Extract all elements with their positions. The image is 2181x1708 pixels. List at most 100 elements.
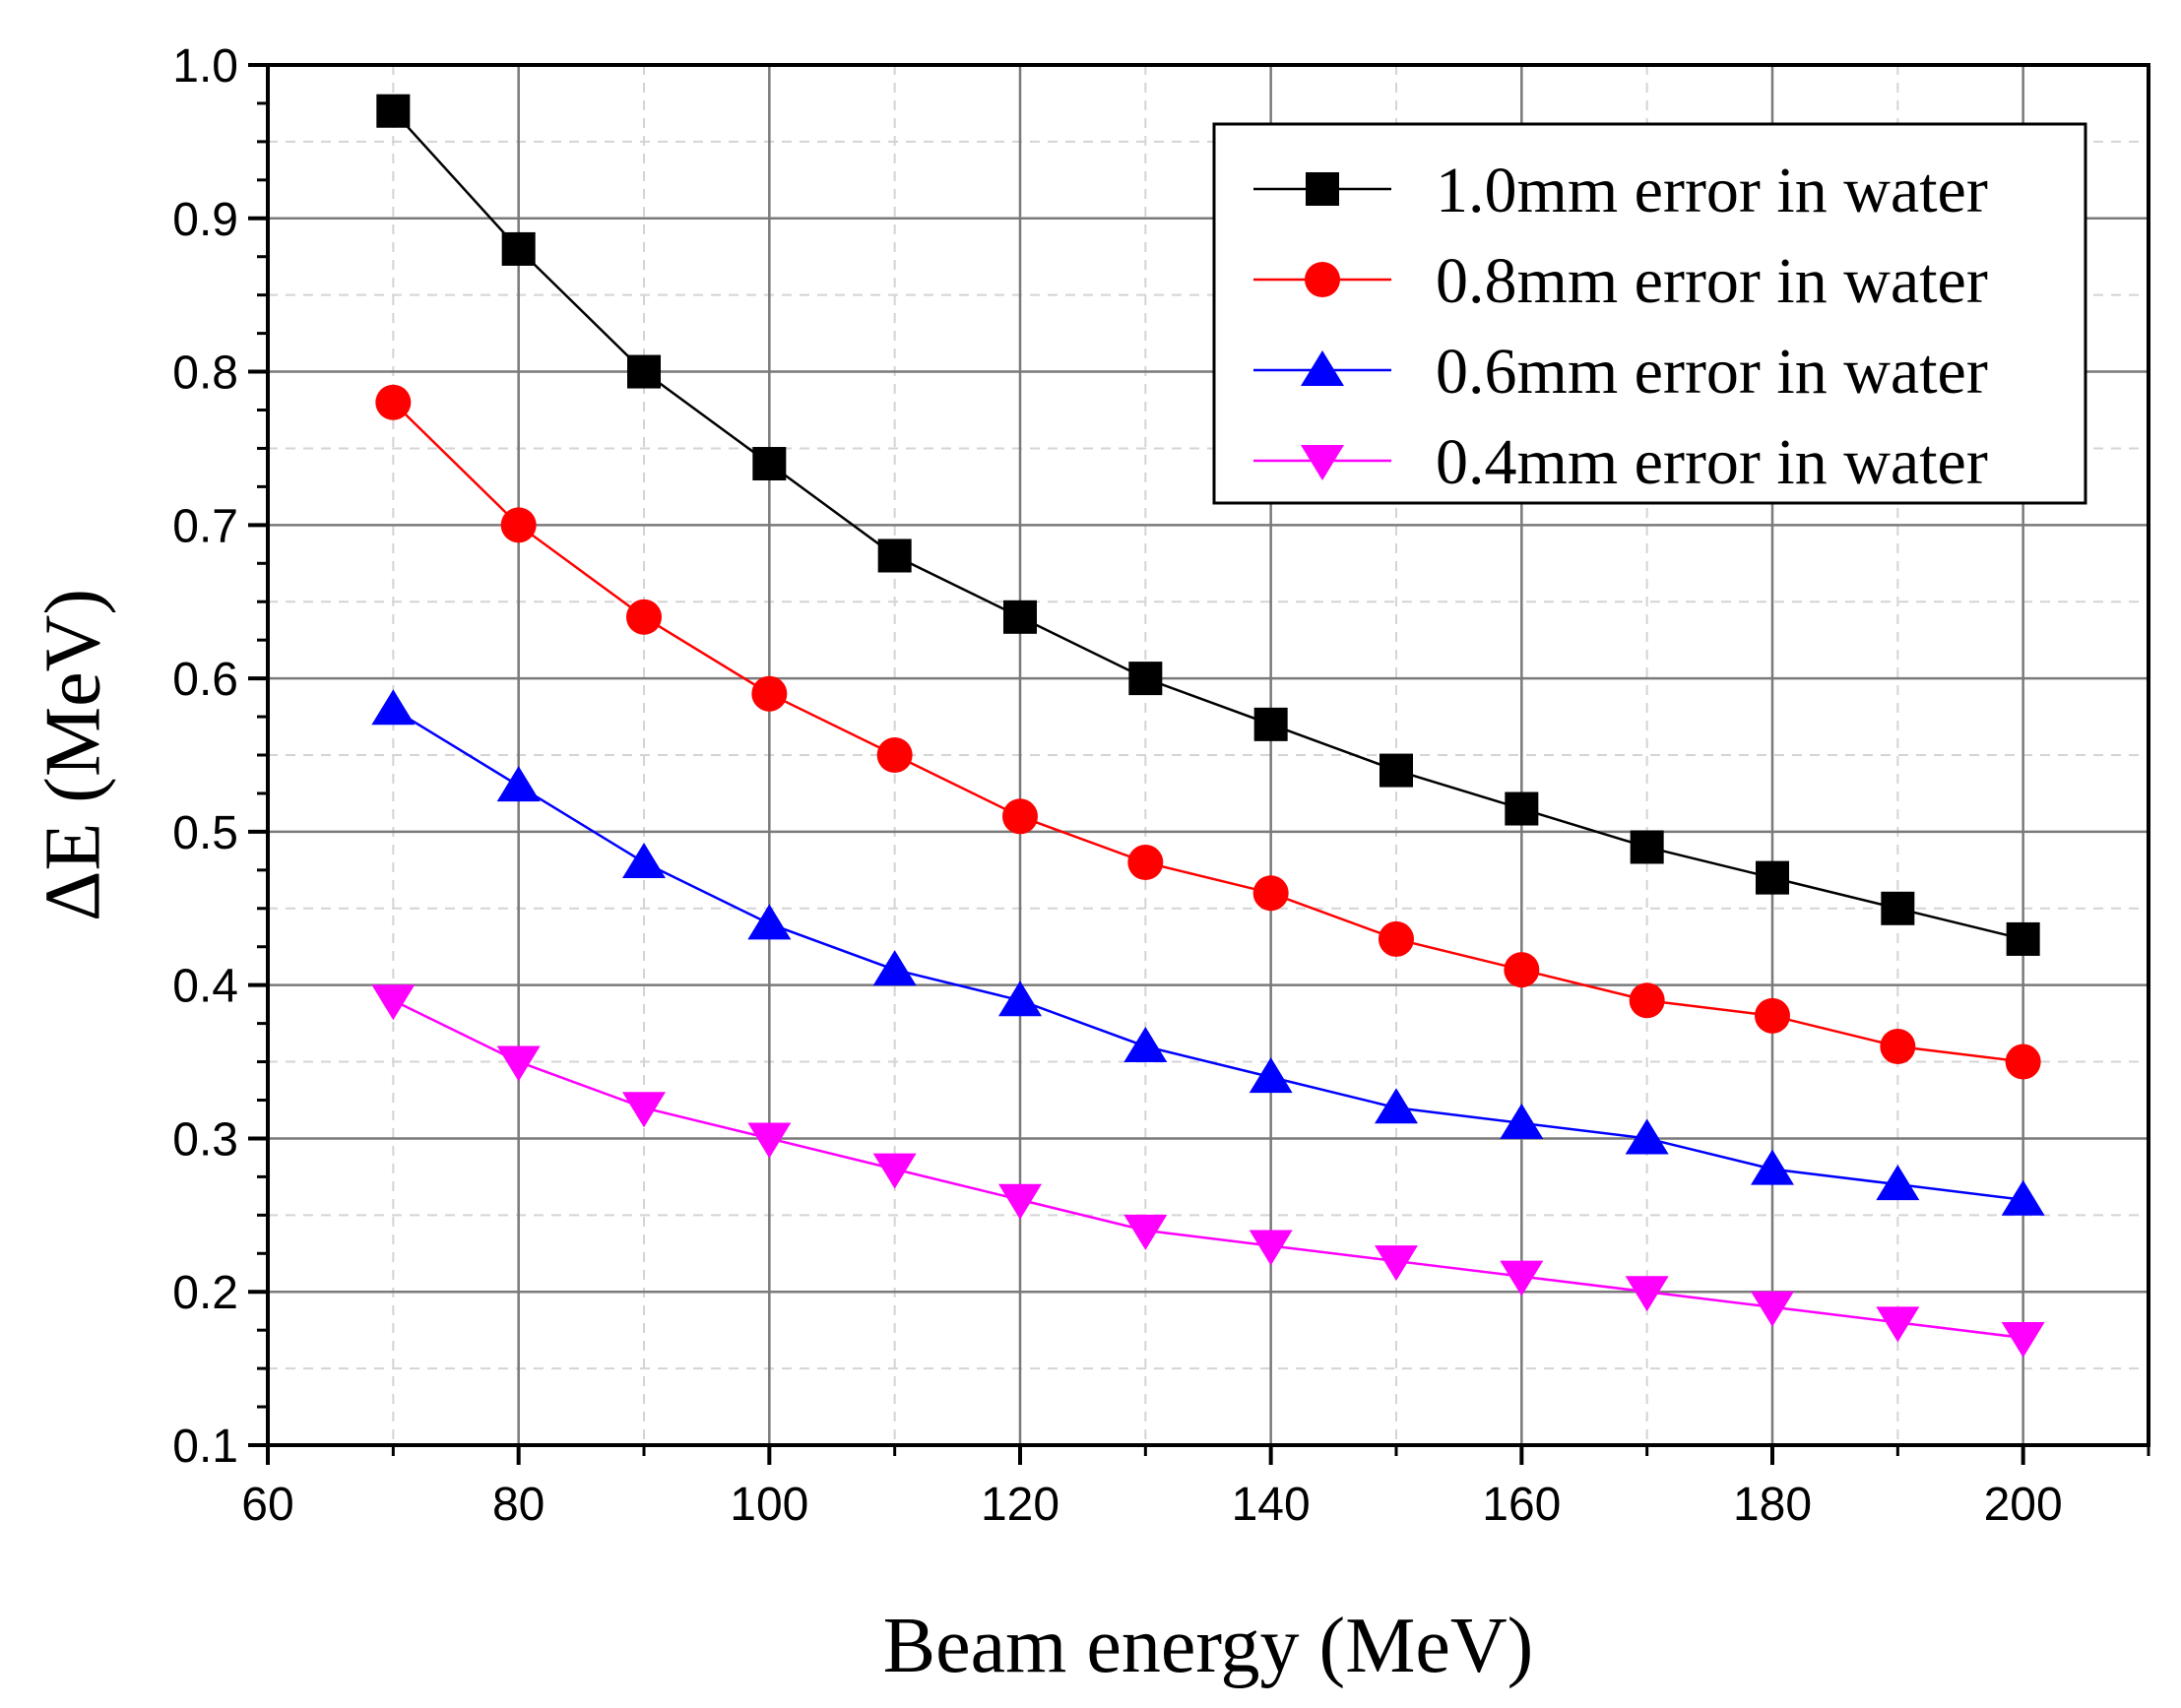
data-point — [1505, 791, 1539, 826]
data-point — [1375, 1245, 1418, 1282]
y-tick-label: 0.7 — [172, 500, 238, 552]
legend-marker — [1301, 350, 1344, 386]
y-tick-labels: 0.1 0.2 0.3 0.4 0.5 0.6 0.7 0.8 0.9 1.0 — [172, 40, 238, 1473]
data-point — [747, 904, 792, 940]
series-layer — [371, 94, 2045, 1358]
legend-label: 0.6mm error in water — [1436, 336, 1988, 408]
data-point — [2001, 1179, 2045, 1216]
y-tick-label: 1.0 — [172, 40, 238, 93]
legend-label: 1.0mm error in water — [1436, 155, 1988, 226]
data-point — [1756, 860, 1789, 895]
series-line — [392, 708, 2023, 1201]
data-point — [1880, 1028, 1916, 1064]
data-point — [1500, 1260, 1544, 1297]
data-point — [622, 843, 666, 879]
x-tick-label: 60 — [241, 1479, 293, 1531]
data-point — [1127, 845, 1164, 881]
series-1 — [375, 384, 2041, 1080]
x-axis-title: Beam energy (MeV) — [883, 1603, 1534, 1689]
y-tick-label: 0.6 — [172, 654, 238, 706]
data-point — [1249, 1057, 1293, 1094]
data-point — [626, 599, 662, 635]
data-point — [1252, 875, 1289, 912]
x-tick-labels: 60 80 100 120 140 160 180 200 — [241, 1479, 2062, 1531]
y-tick-label: 0.2 — [172, 1267, 238, 1319]
data-point — [627, 354, 661, 389]
data-point — [872, 950, 917, 986]
data-point — [1630, 830, 1664, 864]
data-point — [371, 984, 416, 1021]
legend-box — [1212, 122, 2087, 505]
x-tick-label: 160 — [1482, 1479, 1561, 1531]
x-tick-label: 80 — [492, 1479, 545, 1531]
data-point — [1625, 1118, 1669, 1155]
legend-entry: 0.8mm error in water — [1253, 245, 1988, 317]
data-point — [1876, 1165, 1920, 1201]
data-point — [371, 689, 416, 726]
data-point — [1755, 997, 1790, 1034]
data-point — [1876, 1306, 1920, 1343]
data-point — [496, 766, 541, 802]
legend: 1.0mm error in water 0.8mm error in water… — [1212, 122, 2087, 505]
data-point — [375, 384, 412, 420]
x-tick-label: 100 — [730, 1479, 808, 1531]
data-point — [622, 1092, 666, 1128]
series-line — [392, 109, 2023, 941]
legend-entry: 0.6mm error in water — [1253, 336, 1988, 408]
data-point — [1253, 707, 1288, 741]
legend-marker — [1305, 262, 1340, 297]
data-point — [751, 675, 788, 712]
data-point — [752, 447, 787, 481]
data-point — [1379, 920, 1414, 957]
data-point — [1504, 952, 1540, 988]
data-point — [747, 1122, 792, 1159]
series-line — [392, 401, 2023, 1063]
data-point — [1881, 891, 1915, 925]
x-tick-label: 180 — [1733, 1479, 1812, 1531]
x-tick-label: 120 — [981, 1479, 1059, 1531]
y-axis-title: ΔE (MeV) — [30, 589, 116, 921]
legend-label: 0.4mm error in water — [1436, 426, 1988, 498]
legend-marker — [1306, 172, 1339, 206]
legend-entry: 0.4mm error in water — [1253, 426, 1988, 498]
data-point — [376, 94, 411, 128]
data-point — [1751, 1291, 1794, 1327]
legend-entry: 1.0mm error in water — [1253, 155, 1988, 226]
axis-ticks — [248, 63, 2150, 1465]
series-3 — [371, 984, 2045, 1358]
series-line — [392, 999, 2023, 1340]
data-point — [496, 1045, 541, 1082]
data-point — [1249, 1230, 1293, 1266]
data-point — [998, 1183, 1042, 1220]
data-point — [1500, 1103, 1544, 1139]
x-tick-label: 140 — [1232, 1479, 1311, 1531]
y-tick-label: 0.5 — [172, 807, 238, 859]
legend-marker — [1301, 445, 1344, 480]
x-tick-label: 200 — [1984, 1479, 2063, 1531]
data-point — [2005, 1044, 2041, 1080]
data-point — [872, 1153, 917, 1189]
data-point — [998, 981, 1042, 1017]
data-point — [1629, 982, 1665, 1019]
data-point — [1123, 1026, 1168, 1062]
y-tick-label: 0.1 — [172, 1421, 238, 1473]
data-point — [1123, 1214, 1168, 1250]
data-point — [2006, 921, 2040, 956]
data-point — [501, 231, 536, 266]
series-2 — [371, 689, 2045, 1216]
data-point — [876, 737, 913, 773]
data-point — [1128, 662, 1163, 696]
y-tick-label: 0.3 — [172, 1113, 238, 1166]
data-point — [2001, 1321, 2045, 1358]
data-point — [1379, 753, 1413, 788]
legend-label: 0.8mm error in water — [1436, 245, 1988, 317]
data-point — [1625, 1276, 1669, 1312]
data-point — [1002, 798, 1038, 835]
data-point — [1003, 600, 1037, 634]
data-point — [500, 507, 537, 543]
data-point — [1375, 1088, 1418, 1124]
data-point — [1751, 1149, 1794, 1185]
data-point — [877, 538, 912, 573]
series-0 — [376, 94, 2040, 956]
